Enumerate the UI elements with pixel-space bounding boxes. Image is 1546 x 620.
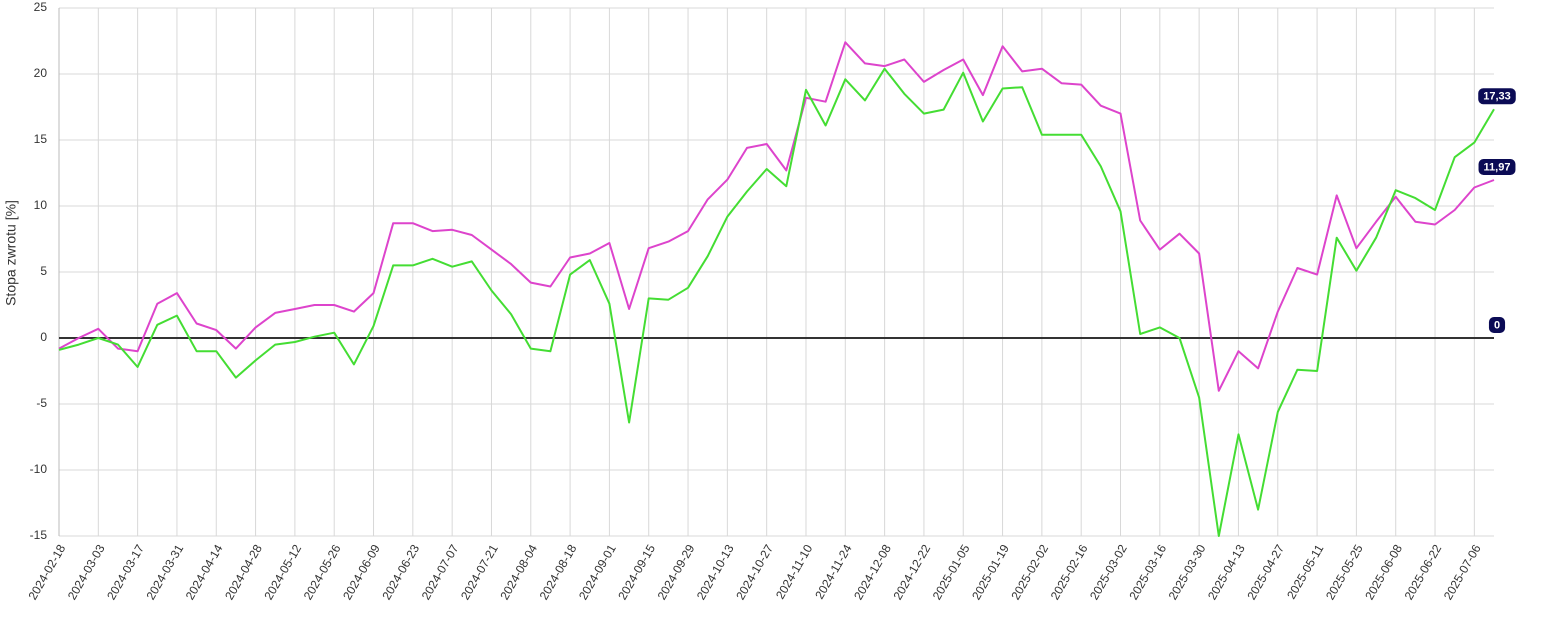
x-tick-label: 2025-01-05 (930, 542, 973, 602)
y-tick-label: -5 (36, 396, 47, 410)
x-tick-label: 2024-07-07 (419, 542, 462, 602)
y-tick-label: 15 (34, 132, 48, 146)
badge-bg (1478, 158, 1516, 175)
x-tick-label: 2025-07-06 (1441, 542, 1484, 602)
x-tick-label: 2024-06-09 (340, 542, 383, 602)
x-tick-label: 2024-11-10 (773, 542, 816, 602)
x-tick-label: 2024-08-18 (537, 542, 580, 602)
x-tick-label: 2024-03-17 (104, 542, 147, 602)
x-tick-label: 2024-04-28 (222, 542, 265, 602)
x-tick-label: 2025-02-02 (1008, 542, 1051, 602)
value-label: 0 (1494, 319, 1500, 331)
x-tick-label: 2025-04-27 (1244, 542, 1287, 602)
value-label: 11,97 (1484, 161, 1511, 173)
x-tick-label: 2025-05-11 (1284, 542, 1327, 602)
value-label: 17,33 (1483, 91, 1511, 103)
y-axis-label: Stopa zwrotu [%] (3, 200, 19, 306)
series-line (58, 67, 1495, 537)
x-tick-label: 2024-10-13 (694, 542, 737, 602)
x-tick-label: 2024-09-29 (655, 542, 698, 602)
x-tick-label: 2024-03-31 (143, 542, 186, 602)
x-tick-label: 2024-06-23 (379, 542, 422, 602)
x-tick-label: 2025-01-19 (969, 542, 1012, 602)
x-tick-label: 2025-03-30 (1166, 542, 1209, 602)
x-tick-label: 2024-12-22 (890, 542, 933, 602)
x-tick-label: 2024-03-03 (65, 542, 108, 602)
value-badge: 11,97 (1478, 158, 1516, 175)
x-tick-label: 2025-03-02 (1087, 542, 1130, 602)
x-tick-label: 2025-03-16 (1126, 542, 1169, 602)
series-line (58, 41, 1495, 392)
y-tick-label: -10 (30, 462, 48, 476)
badge-bg (1478, 88, 1516, 105)
x-tick-label: 2025-04-13 (1205, 542, 1248, 602)
x-tick-label: 2024-05-26 (301, 542, 344, 602)
badge-bg (1488, 317, 1506, 333)
x-tick-label: 2024-09-01 (576, 542, 619, 602)
x-tick-label: 2025-05-25 (1323, 542, 1366, 602)
x-tick-label: 2024-04-14 (183, 542, 226, 602)
x-tick-label: 2024-05-12 (261, 542, 304, 602)
x-tick-label: 2025-06-08 (1362, 542, 1405, 602)
x-tick-label: 2024-02-18 (26, 542, 69, 602)
y-tick-label: 10 (34, 198, 48, 212)
x-tick-label: 2025-02-16 (1048, 542, 1091, 602)
x-tick-label: 2024-10-27 (733, 542, 776, 602)
x-tick-label: 2024-12-08 (851, 542, 894, 602)
y-tick-label: 25 (34, 0, 48, 14)
x-tick-label: 2025-06-22 (1402, 542, 1445, 602)
x-tick-label: 2024-09-15 (615, 542, 658, 602)
value-badge: 0 (1488, 317, 1506, 333)
y-tick-label: 5 (40, 264, 47, 278)
x-tick-label: 2024-07-21 (458, 542, 501, 602)
y-tick-label: -15 (30, 528, 48, 542)
x-tick-label: 2024-08-04 (497, 542, 540, 602)
value-badge: 17,33 (1478, 88, 1516, 105)
y-tick-label: 0 (40, 330, 47, 344)
y-tick-label: 20 (34, 66, 48, 80)
x-tick-label: 2024-11-24 (812, 542, 855, 602)
